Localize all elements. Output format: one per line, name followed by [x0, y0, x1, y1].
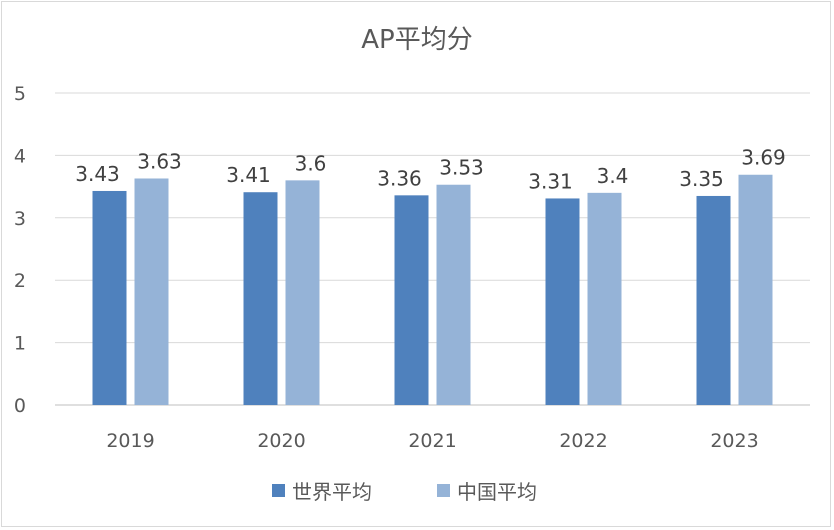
- legend-swatch-china: [437, 484, 450, 497]
- legend-label-china: 中国平均: [457, 480, 537, 504]
- y-axis-ticks: 0 1 2 3 4 5: [14, 83, 26, 417]
- bars: [92, 174, 773, 405]
- bar-china-2022: [587, 192, 622, 405]
- data-label: 3.36: [377, 166, 422, 190]
- legend: 世界平均 中国平均: [272, 480, 537, 504]
- x-category-label: 2022: [559, 430, 607, 452]
- data-label: 3.53: [439, 156, 484, 180]
- data-label: 3.63: [137, 149, 182, 173]
- legend-swatch-world: [272, 484, 285, 497]
- x-category-label: 2020: [257, 430, 305, 452]
- y-tick-label: 3: [14, 208, 26, 230]
- x-axis-categories: 2019 2020 2021 2022 2023: [106, 430, 758, 452]
- x-category-label: 2019: [106, 430, 154, 452]
- gridlines: [55, 92, 810, 406]
- x-category-label: 2021: [408, 430, 456, 452]
- bar-world-2022: [545, 198, 580, 405]
- data-label: 3.31: [528, 169, 573, 193]
- bar-china-2023: [738, 174, 773, 405]
- bar-world-2023: [696, 195, 731, 405]
- data-label: 3.69: [741, 146, 786, 170]
- bar-china-2021: [436, 184, 471, 405]
- y-tick-label: 4: [14, 145, 26, 167]
- chart-title: AP平均分: [361, 25, 472, 55]
- y-tick-label: 0: [14, 395, 26, 417]
- data-labels: 3.43 3.63 3.41 3.6 3.36 3.53 3.31 3.4 3.35 3.69: [75, 146, 786, 194]
- data-label: 3.6: [295, 151, 327, 175]
- x-category-label: 2023: [710, 430, 758, 452]
- bar-china-2020: [285, 180, 320, 405]
- data-label: 3.4: [597, 164, 629, 188]
- bar-world-2020: [243, 192, 278, 405]
- data-label: 3.35: [679, 167, 724, 191]
- bar-china-2019: [134, 178, 169, 405]
- y-tick-label: 2: [14, 270, 26, 292]
- bar-world-2021: [394, 195, 429, 405]
- y-tick-label: 1: [14, 333, 26, 355]
- legend-label-world: 世界平均: [292, 480, 372, 504]
- data-label: 3.43: [75, 162, 120, 186]
- y-tick-label: 5: [14, 83, 26, 105]
- data-label: 3.41: [226, 163, 271, 187]
- bar-world-2019: [92, 190, 127, 405]
